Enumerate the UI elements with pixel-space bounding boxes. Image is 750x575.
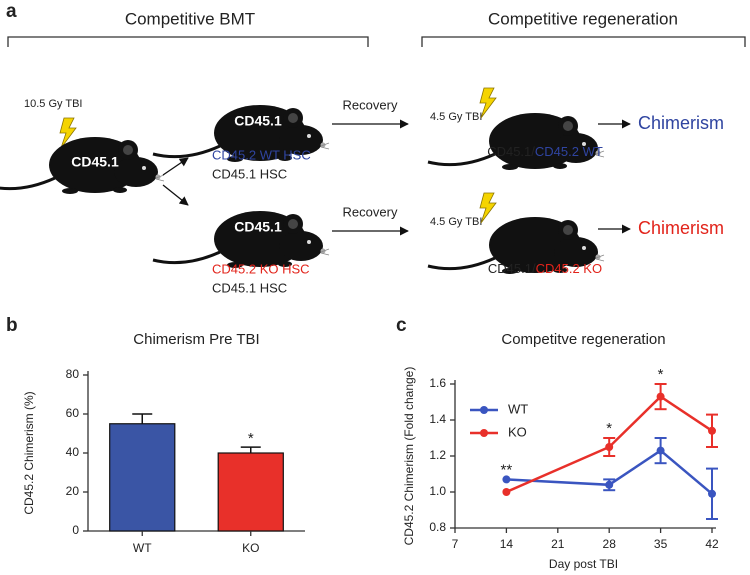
y-tick-label: 1.0 <box>429 484 446 498</box>
dose-label: 4.5 Gy TBI <box>430 111 482 123</box>
y-tick-label: 1.2 <box>429 448 446 462</box>
point <box>708 489 716 498</box>
series-line <box>505 394 713 494</box>
legend-label: KO <box>508 424 527 439</box>
bracket <box>421 36 746 47</box>
y-tick-label: 1.6 <box>429 376 446 390</box>
point <box>605 480 614 489</box>
arrow <box>162 184 189 206</box>
y-tick-label: 80 <box>66 367 80 381</box>
irradiation-icon <box>479 192 497 224</box>
x-tick-label: 7 <box>452 537 459 551</box>
x-tick-label: WT <box>133 541 152 555</box>
y-tick-label: 0 <box>72 523 79 537</box>
section-title: Competitive regeneration <box>488 9 678 28</box>
host-label-graft: CD45.2 KO <box>536 261 602 276</box>
x-tick-label: 28 <box>603 537 617 551</box>
y-tick-label: 0.8 <box>429 520 446 534</box>
transplant-label: CD45.2 WT HSC <box>212 147 311 162</box>
y-tick-label: 1.4 <box>429 412 446 426</box>
point <box>605 443 614 451</box>
point <box>502 488 511 496</box>
section-title: Competitive BMT <box>125 9 255 28</box>
bar <box>109 423 176 532</box>
dose-label: 10.5 Gy TBI <box>24 98 83 110</box>
mouse-label: CD45.1 <box>234 219 282 235</box>
host-label-base: CD45.1/ <box>488 261 536 276</box>
mouse-label: CD45.1 <box>71 154 119 170</box>
host-label-base: CD45.1/ <box>487 144 535 159</box>
y-axis-label: CD45.2 Chimerism (Fold change) <box>402 367 416 546</box>
x-tick-label: KO <box>242 541 259 555</box>
legend-swatch <box>480 406 488 414</box>
bar <box>217 452 284 532</box>
y-tick-label: 60 <box>66 406 80 420</box>
panel-label: c <box>396 315 407 336</box>
point <box>708 426 716 435</box>
significance-label: ** <box>501 461 513 478</box>
transplant-label: CD45.2 KO HSC <box>212 261 310 276</box>
host-label: CD45.1/CD45.2 WT <box>487 144 603 159</box>
host-label-graft: CD45.2 WT <box>535 144 603 159</box>
series-line <box>506 449 713 495</box>
transplant-label: CD45.1 HSC <box>212 166 287 181</box>
significance-label: * <box>248 430 254 447</box>
point <box>656 446 665 455</box>
irradiation-icon <box>479 87 497 119</box>
mouse-label: CD45.1 <box>234 113 282 129</box>
result-label: Chimerism <box>638 218 724 238</box>
y-tick-label: 40 <box>66 445 80 459</box>
arrow-label: Recovery <box>343 97 398 112</box>
bracket <box>7 36 369 47</box>
arrow <box>162 157 189 176</box>
y-axis-label: CD45.2 Chimerism (%) <box>22 391 36 514</box>
point <box>656 392 665 401</box>
result-label: Chimerism <box>638 113 724 133</box>
chart-title: Chimerism Pre TBI <box>133 331 259 348</box>
transplant-label: CD45.1 HSC <box>212 280 287 295</box>
panel-label: b <box>6 315 18 336</box>
arrow-label: Recovery <box>343 204 398 219</box>
significance-label: * <box>658 366 664 383</box>
x-tick-label: 21 <box>551 537 565 551</box>
host-label: CD45.1/CD45.2 KO <box>488 261 602 276</box>
chart-title: Competitve regeneration <box>501 331 665 348</box>
y-tick-label: 20 <box>66 484 80 498</box>
x-tick-label: 35 <box>654 537 668 551</box>
significance-label: * <box>606 420 612 437</box>
dose-label: 4.5 Gy TBI <box>430 216 482 228</box>
x-tick-label: 42 <box>705 537 719 551</box>
x-axis-label: Day post TBI <box>549 557 618 571</box>
legend-label: WT <box>508 401 528 416</box>
legend-swatch <box>480 429 488 437</box>
panel-label: a <box>6 1 17 22</box>
x-tick-label: 14 <box>500 537 514 551</box>
point <box>502 475 511 484</box>
